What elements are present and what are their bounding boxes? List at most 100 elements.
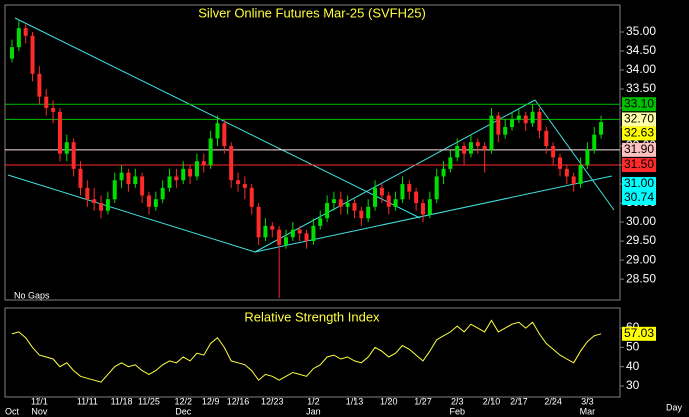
candle-body: [126, 172, 131, 185]
candle-body: [242, 184, 247, 188]
candle-body: [352, 203, 357, 211]
x-tick-label: 12/23: [261, 396, 284, 406]
candle-body: [468, 142, 473, 154]
candle-body: [277, 229, 282, 245]
candle-body: [92, 199, 97, 204]
price-marker-label: 31.50: [624, 157, 654, 171]
candle-body: [482, 146, 487, 150]
candle-body: [229, 146, 234, 181]
candle-body: [448, 157, 453, 169]
candle-body: [57, 111, 62, 154]
rsi-marker: [622, 326, 656, 341]
candle-body: [373, 187, 378, 207]
candle-body: [311, 225, 316, 242]
candle-body: [571, 176, 576, 185]
candle-body: [222, 123, 227, 147]
candle-body: [475, 142, 480, 147]
candle-body: [44, 96, 49, 109]
candle-body: [256, 206, 261, 238]
candle-body: [434, 176, 439, 200]
candle-body: [153, 199, 158, 207]
rsi-tick-label: 50: [626, 340, 640, 354]
candle-body: [578, 165, 583, 185]
candle-body: [119, 172, 124, 181]
candle-body: [304, 233, 309, 242]
trendline: [254, 99, 536, 253]
candle-body: [283, 237, 288, 245]
candle-body: [263, 225, 268, 238]
x-tick-label: 2/3: [451, 396, 464, 406]
x-tick-label: 11/18: [111, 396, 133, 406]
candle-body: [489, 115, 494, 150]
y-tick-label: 28.50: [626, 271, 656, 285]
candle-body: [338, 199, 343, 207]
candle-body: [188, 168, 193, 177]
candle-body: [523, 115, 528, 124]
x-tick-label: 3/3: [581, 396, 594, 406]
candle-body: [592, 134, 597, 150]
candle-body: [30, 35, 35, 74]
candle-body: [427, 199, 432, 215]
candle-body: [359, 210, 364, 219]
price-marker: [622, 191, 656, 206]
candle-body: [530, 111, 535, 124]
candle-body: [194, 161, 199, 177]
candle-body: [516, 115, 521, 120]
price-marker: [622, 142, 656, 157]
rsi-marker-label: 57.03: [624, 326, 654, 340]
x-tick-label: 2/10: [483, 396, 501, 406]
candle-body: [331, 199, 336, 204]
candle-body: [325, 203, 330, 219]
y-tick-label: 29.00: [626, 252, 656, 266]
x-tick-label: 2/17: [510, 396, 528, 406]
y-tick-label: 35.00: [626, 24, 656, 38]
candle-body: [503, 127, 508, 135]
candle-body: [496, 115, 501, 135]
price-marker: [622, 177, 656, 192]
candle-body: [71, 142, 76, 169]
candle-body: [37, 73, 42, 97]
x-tick-label: 1/27: [414, 396, 432, 406]
price-marker: [622, 97, 656, 112]
trendline: [534, 99, 615, 211]
candle-body: [167, 176, 172, 188]
candle-body: [140, 176, 145, 196]
candle-body: [99, 203, 104, 211]
candle-body: [16, 28, 21, 48]
price-marker-label: 31.00: [624, 176, 654, 190]
candle-body: [208, 138, 213, 166]
candle-body: [51, 108, 56, 112]
price-marker-label: 33.10: [624, 96, 654, 110]
price-marker-label: 32.70: [624, 112, 654, 126]
candle-body: [290, 229, 295, 238]
annotation: No Gaps: [14, 290, 50, 300]
price-marker-label: 30.74: [624, 190, 654, 204]
candle-body: [455, 146, 460, 158]
candle-body: [414, 191, 419, 204]
candle-body: [386, 195, 391, 207]
candle-body: [112, 180, 117, 200]
y-tick-label: 30.00: [626, 214, 656, 228]
candle-body: [400, 184, 405, 200]
candle-body: [441, 168, 446, 177]
month-label: Dec: [175, 406, 192, 416]
price-marker-label: 31.90: [624, 142, 654, 156]
trendline: [7, 174, 256, 253]
candle-body: [85, 187, 90, 200]
candle-body: [236, 180, 241, 185]
candle-body: [420, 203, 425, 215]
month-label: Nov: [31, 406, 48, 416]
candle-body: [201, 161, 206, 166]
x-tick-label: 12/16: [227, 396, 250, 406]
rsi-tick-label: 40: [626, 359, 640, 373]
month-label: Jan: [306, 406, 321, 416]
y-tick-label: 34.50: [626, 43, 656, 57]
candle-body: [557, 157, 562, 169]
candle-body: [564, 168, 569, 177]
price-marker: [622, 126, 656, 141]
x-tick-label: 1/13: [346, 396, 364, 406]
price-marker: [622, 158, 656, 173]
candle-body: [345, 203, 350, 207]
rsi-title: Relative Strength Index: [244, 309, 380, 324]
